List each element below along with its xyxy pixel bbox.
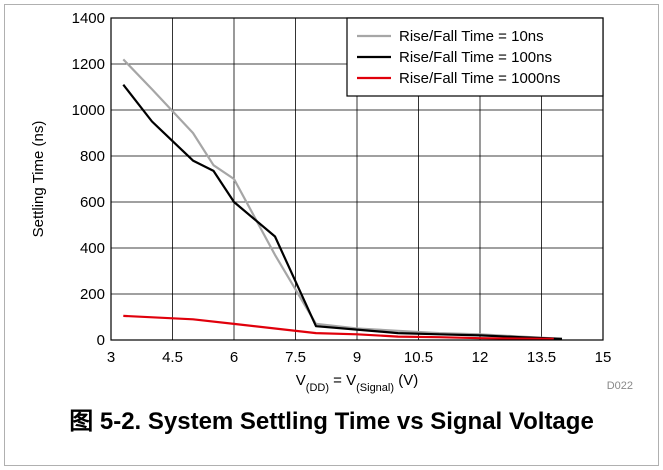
y-tick-label: 800: [80, 148, 105, 165]
y-tick-label: 600: [80, 194, 105, 211]
y-tick-label: 1000: [72, 102, 105, 119]
y-axis-title: Settling Time (ns): [30, 121, 47, 238]
x-axis-title: V(DD) = V(Signal) (V): [296, 372, 418, 394]
legend: Rise/Fall Time = 10ns Rise/Fall Time = 10…: [346, 17, 604, 97]
x-tick-label: 12: [472, 349, 489, 366]
figure-caption: 图 5-2. System Settling Time vs Signal Vo…: [69, 408, 594, 435]
series-line-1: [122, 58, 563, 340]
series-lines: [122, 58, 563, 340]
y-tick-label: 0: [97, 332, 105, 349]
y-tick-label: 200: [80, 286, 105, 303]
legend-label: Rise/Fall Time = 100ns: [399, 49, 552, 66]
legend-label: Rise/Fall Time = 10ns: [399, 28, 544, 45]
chart: 0 200 400 600 800 1000 1200 1400 3 4.5 6 7.5 9 10.5 1…: [30, 10, 633, 394]
series-line-2: [122, 84, 563, 340]
x-tick-label: 3: [107, 349, 115, 366]
x-tick-label: 13.5: [527, 349, 556, 366]
x-tick-label: 9: [353, 349, 361, 366]
y-tick-label: 1200: [72, 56, 105, 73]
x-tick-label: 6: [230, 349, 238, 366]
figure-frame: 0 200 400 600 800 1000 1200 1400 3 4.5 6 7.5 9 10.5 1…: [4, 4, 659, 466]
y-tick-label: 400: [80, 240, 105, 257]
y-tick-label: 1400: [72, 10, 105, 27]
y-tick-labels: 0 200 400 600 800 1000 1200 1400: [72, 10, 105, 349]
x-tick-label: 4.5: [162, 349, 183, 366]
x-tick-label: 15: [595, 349, 612, 366]
series-line-3: [123, 314, 554, 340]
legend-label: Rise/Fall Time = 1000ns: [399, 70, 560, 87]
figure-code: D022: [607, 380, 633, 392]
x-tick-label: 10.5: [404, 349, 433, 366]
x-tick-labels: 3 4.5 6 7.5 9 10.5 12 13.5 15: [107, 349, 612, 366]
x-tick-label: 7.5: [285, 349, 306, 366]
